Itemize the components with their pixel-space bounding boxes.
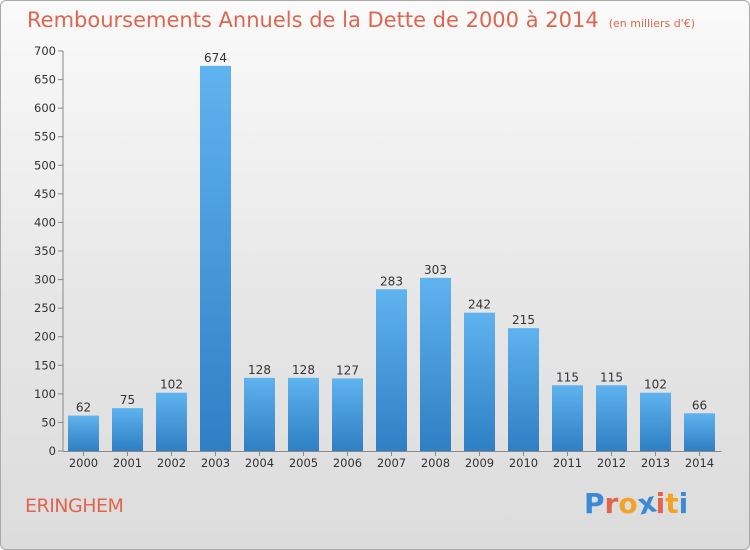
y-tick-label: 250 xyxy=(34,301,56,315)
bar xyxy=(596,385,627,451)
y-tick-label: 450 xyxy=(34,187,56,201)
logo-letter: P xyxy=(584,487,605,520)
y-tick-label: 400 xyxy=(34,215,56,229)
x-tick-label: 2008 xyxy=(421,456,450,470)
bar-value-label: 115 xyxy=(600,370,623,384)
x-tick-label: 2005 xyxy=(289,456,318,470)
bar-value-label: 75 xyxy=(120,393,135,407)
y-tick-label: 100 xyxy=(34,387,56,401)
x-tick-label: 2003 xyxy=(201,456,230,470)
chart-title: Remboursements Annuels de la Dette de 20… xyxy=(27,8,695,32)
x-tick-label: 2010 xyxy=(509,456,538,470)
bar-value-label: 102 xyxy=(160,378,183,392)
bar-value-label: 66 xyxy=(692,398,707,412)
x-tick-label: 2000 xyxy=(69,456,98,470)
y-tick-label: 200 xyxy=(34,330,56,344)
bar-value-label: 242 xyxy=(468,298,491,312)
x-tick-label: 2011 xyxy=(553,456,582,470)
logo-letter: t xyxy=(665,487,679,520)
bar xyxy=(464,312,495,451)
x-tick-label: 2001 xyxy=(113,456,142,470)
y-tick-label: 550 xyxy=(34,130,56,144)
bar xyxy=(508,328,539,451)
logo-letter: i xyxy=(678,487,689,520)
bar-value-label: 674 xyxy=(204,51,227,65)
y-tick-label: 300 xyxy=(34,273,56,287)
x-tick-label: 2012 xyxy=(597,456,626,470)
bar xyxy=(552,385,583,451)
bar-value-label: 62 xyxy=(76,401,91,415)
x-tick-label: 2006 xyxy=(333,456,362,470)
logo-letter: i xyxy=(655,487,666,520)
bar-value-label: 215 xyxy=(512,313,535,327)
y-tick-label: 650 xyxy=(34,73,56,87)
title-text: Remboursements Annuels de la Dette de 20… xyxy=(27,8,599,32)
bar xyxy=(68,415,99,451)
bar-value-label: 303 xyxy=(424,263,447,277)
y-tick-label: 150 xyxy=(34,358,56,372)
bar xyxy=(156,392,187,451)
y-tick-label: 350 xyxy=(34,244,56,258)
bar xyxy=(112,408,143,451)
x-tick-label: 2004 xyxy=(245,456,274,470)
bar-value-label: 128 xyxy=(292,363,315,377)
bar-value-label: 127 xyxy=(336,363,359,377)
logo-letter: o xyxy=(618,487,638,520)
bar xyxy=(684,413,715,451)
y-tick-label: 0 xyxy=(49,444,56,458)
y-tick-label: 500 xyxy=(34,158,56,172)
commune-name: ERINGHEM xyxy=(25,495,124,517)
bar-value-label: 115 xyxy=(556,370,579,384)
unit-label: (en milliers d'€) xyxy=(608,17,695,30)
bar xyxy=(376,289,407,451)
x-tick-label: 2013 xyxy=(641,456,670,470)
bar xyxy=(640,392,671,451)
bar-value-label: 283 xyxy=(380,274,403,288)
x-tick-label: 2002 xyxy=(157,456,186,470)
y-tick-label: 700 xyxy=(34,44,56,58)
x-tick-label: 2009 xyxy=(465,456,494,470)
bar-value-label: 128 xyxy=(248,363,271,377)
bar xyxy=(288,377,319,451)
y-tick-label: 600 xyxy=(34,101,56,115)
x-tick-label: 2014 xyxy=(685,456,714,470)
bar xyxy=(332,378,363,451)
proxiti-logo: Proxiti xyxy=(584,485,689,521)
bar-value-label: 102 xyxy=(644,378,667,392)
bar xyxy=(244,377,275,451)
bar xyxy=(420,277,451,451)
bar xyxy=(200,65,231,451)
logo-letter: r xyxy=(604,487,619,520)
x-tick-label: 2007 xyxy=(377,456,406,470)
y-tick-label: 50 xyxy=(41,415,56,429)
